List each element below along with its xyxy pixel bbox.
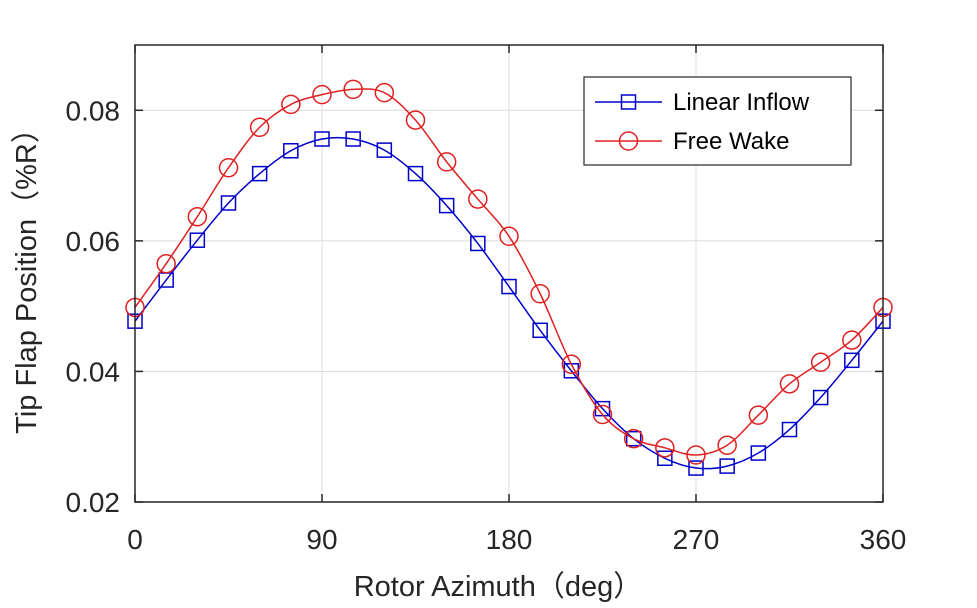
data-point-free-wake (748, 405, 769, 425)
data-point-linear-inflow (438, 197, 455, 214)
data-point-free-wake (779, 374, 800, 394)
x-tick-label: 0 (127, 524, 143, 555)
y-tick-label: 0.04 (66, 356, 121, 387)
data-point-free-wake (561, 354, 582, 374)
y-axis-label: Tip Flap Position（%R） (11, 114, 43, 434)
x-tick-label: 90 (306, 524, 337, 555)
data-point-linear-inflow (844, 352, 860, 369)
data-point-linear-inflow (688, 460, 704, 476)
data-point-free-wake (468, 189, 488, 209)
series-layer (125, 79, 893, 476)
data-point-linear-inflow (189, 232, 206, 248)
data-point-free-wake (281, 94, 301, 115)
legend-label-free-wake: Free Wake (673, 128, 789, 155)
data-point-free-wake (592, 404, 613, 425)
legend-marker-free-wake (618, 131, 639, 151)
data-point-free-wake (187, 206, 208, 227)
data-point-free-wake (249, 117, 270, 138)
y-tick-label: 0.08 (66, 95, 121, 126)
data-point-linear-inflow (407, 165, 424, 182)
data-point-linear-inflow (251, 165, 268, 182)
data-point-free-wake (156, 253, 176, 274)
data-point-linear-inflow (470, 235, 486, 252)
data-point-linear-inflow (625, 430, 642, 447)
data-point-linear-inflow (220, 195, 237, 211)
data-point-linear-inflow (750, 445, 767, 461)
data-point-linear-inflow (314, 131, 330, 147)
data-point-free-wake (530, 283, 550, 304)
data-point-free-wake (218, 157, 239, 178)
data-point-free-wake (623, 428, 644, 449)
series-line-free-wake (134, 88, 884, 456)
data-point-free-wake (343, 79, 363, 100)
x-axis-label: Rotor Azimuth（deg） (354, 571, 643, 603)
data-point-free-wake (374, 82, 395, 103)
data-point-free-wake (436, 152, 457, 172)
x-tick-labels: 0 90 180 270 360 (127, 524, 906, 555)
data-point-linear-inflow (719, 458, 735, 474)
data-point-linear-inflow (376, 142, 393, 158)
data-point-linear-inflow (657, 450, 673, 467)
legend-label-linear-inflow: Linear Inflow (673, 89, 810, 116)
y-tick-label: 0.02 (66, 487, 121, 518)
data-point-free-wake (686, 445, 706, 465)
data-point-linear-inflow (532, 322, 548, 339)
legend: Linear Inflow Free Wake (583, 76, 852, 166)
x-tick-label: 180 (486, 524, 533, 555)
data-point-linear-inflow (345, 131, 361, 147)
y-tick-label: 0.06 (66, 226, 121, 257)
data-point-linear-inflow (501, 278, 517, 295)
data-point-free-wake (405, 110, 426, 130)
data-point-free-wake (312, 84, 332, 105)
data-point-free-wake (717, 435, 737, 455)
data-point-free-wake (842, 330, 862, 350)
series-line-linear-inflow (134, 136, 884, 470)
legend-marker-linear-inflow (620, 94, 637, 110)
y-tick-labels: 0.02 0.04 0.06 0.08 (66, 95, 121, 518)
data-point-linear-inflow (283, 143, 299, 159)
x-tick-label: 270 (673, 524, 720, 555)
axis-ticks (134, 45, 884, 503)
data-point-free-wake (810, 352, 831, 373)
data-point-free-wake (499, 226, 519, 247)
x-tick-label: 360 (860, 524, 907, 555)
data-point-free-wake (655, 438, 675, 458)
data-point-linear-inflow (781, 421, 798, 438)
data-point-linear-inflow (812, 389, 829, 406)
